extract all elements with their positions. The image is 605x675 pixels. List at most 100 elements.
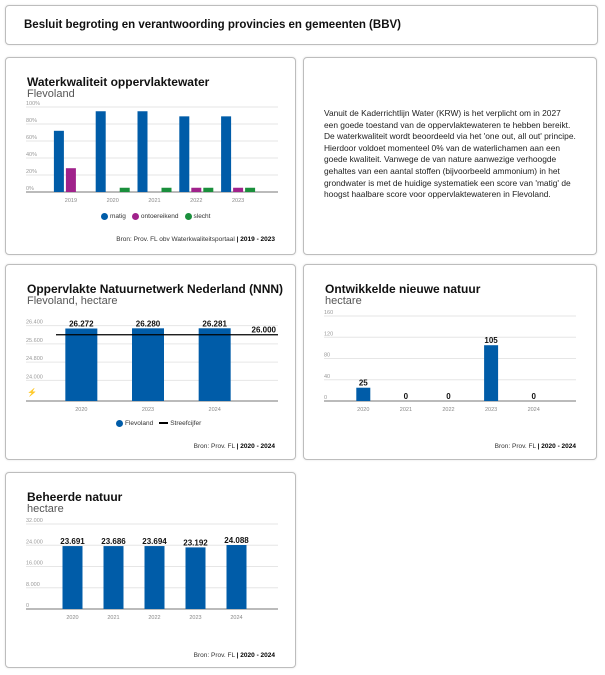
legend-dot-icon: [131, 213, 139, 220]
y-tick-label: 80%: [26, 118, 37, 124]
legend-item-matig[interactable]: matig: [101, 213, 126, 220]
legend: Flevoland Streefcijfer: [116, 420, 201, 427]
legend-label: matig: [110, 213, 126, 221]
x-tick-label: 2023: [189, 615, 201, 621]
chart-subtitle: Flevoland, hectare: [27, 295, 118, 307]
waterkwaliteit-card: Waterkwaliteit oppervlaktewater Flevolan…: [5, 57, 296, 255]
nnn-card: Oppervlakte Natuurnetwerk Nederland (NNN…: [5, 264, 296, 460]
legend-label: ontoereikend: [140, 213, 179, 221]
legend-item-slecht[interactable]: slecht: [184, 213, 210, 220]
chart-beheerde-natuur: 0 8.000 16.000 24.000 32.000 2020 23.691 2021 23…: [26, 518, 278, 621]
header-card: Besluit begroting en verantwoording prov…: [5, 5, 598, 45]
source-period: 2020 - 2024: [240, 652, 275, 659]
chart-subtitle: hectare: [27, 503, 64, 515]
page-title: Besluit begroting en verantwoording prov…: [24, 19, 401, 31]
chart-source: Bron: Prov. FL obv Waterkwaliteitsportaa…: [116, 236, 275, 243]
y-tick-label: 0%: [26, 186, 34, 192]
chart-nnn: 24.000 24.800 25.600 26.400 ⚡ 2020 26.272 2023 2…: [26, 319, 278, 413]
legend-item-streefcijfer[interactable]: Streefcijfer: [159, 420, 201, 427]
data-label: 25: [359, 379, 368, 388]
legend-item-ontoereikend[interactable]: ontoereikend: [131, 213, 179, 221]
y-tick-label: 20%: [26, 169, 37, 175]
bar-matig-2019: [53, 130, 64, 192]
bar-ontoereikend-2019: [65, 168, 76, 192]
beheerde-natuur-card: Beheerde natuur hectare 0 8.000 16.000 24.0…: [5, 472, 296, 668]
data-label: 0: [531, 392, 536, 401]
chart-title: Beheerde natuur: [27, 490, 123, 504]
data-label: 23.192: [183, 538, 208, 547]
x-tick-label: 2020: [66, 615, 78, 621]
info-card: Vanuit de Kaderrichtlijn Water (KRW) is …: [303, 57, 597, 255]
data-label: 26.281: [202, 319, 227, 328]
bar-matig-2020: [95, 111, 106, 192]
source-period: 2020 - 2024: [240, 443, 275, 450]
x-tick-label: 2021: [148, 198, 160, 204]
info-text: Vanuit de Kaderrichtlijn Water (KRW) is …: [324, 108, 576, 200]
y-tick-label: 40%: [26, 152, 37, 158]
source-text: Bron: Prov. FL obv Waterkwaliteitsportaa…: [116, 236, 235, 243]
y-tick-label: 25.600: [26, 338, 43, 344]
x-tick-label: 2024: [209, 407, 221, 413]
bar-Flevoland-2024: [198, 328, 231, 401]
chart-title: Oppervlakte Natuurnetwerk Nederland (NNN…: [27, 282, 284, 296]
bar-Flevoland-2020: [65, 328, 98, 401]
chart-subtitle: hectare: [325, 295, 362, 307]
y-tick-label: 60%: [26, 135, 37, 141]
y-tick-label: 0: [324, 395, 327, 401]
data-label: 0: [446, 392, 451, 401]
legend-dot-icon: [101, 213, 108, 220]
data-label: 23.691: [60, 537, 85, 546]
data-label: 26.272: [69, 319, 94, 328]
y-tick-label: 160: [324, 310, 333, 316]
bar-value-2020: [356, 387, 371, 401]
y-tick-label: 40: [324, 374, 330, 380]
source-text: Bron: Prov. FL: [193, 443, 235, 450]
y-tick-label: 24.800: [26, 356, 43, 362]
y-tick-label: 24.000: [26, 539, 43, 545]
bar-value-2023: [185, 547, 206, 609]
x-tick-label: 2024: [528, 407, 540, 413]
axis-break-icon: ⚡: [27, 387, 37, 397]
x-tick-label: 2021: [400, 407, 412, 413]
y-tick-label: 120: [324, 331, 333, 337]
legend-label: Streefcijfer: [170, 420, 202, 428]
x-tick-label: 2020: [357, 407, 369, 413]
data-label: 105: [484, 336, 498, 345]
bar-slecht-2020: [119, 187, 130, 192]
y-tick-label: 32.000: [26, 518, 43, 524]
bar-matig-2023: [221, 116, 232, 192]
y-tick-label: 24.000: [26, 374, 43, 380]
bar-value-2024: [226, 545, 247, 609]
x-tick-label: 2024: [230, 615, 242, 621]
bar-ontoereikend-2022: [191, 187, 202, 192]
data-label: 0: [404, 392, 409, 401]
x-tick-label: 2023: [232, 198, 244, 204]
legend-label: Flevoland: [125, 420, 154, 428]
x-tick-label: 2020: [75, 407, 87, 413]
bar-matig-2021: [137, 111, 148, 192]
chart-subtitle: Flevoland: [27, 88, 75, 100]
x-tick-label: 2022: [148, 615, 160, 621]
bar-value-2023: [484, 345, 499, 401]
chart-nieuwe-natuur: 0 40 80 120 160 2020 25 2021 0 2022 0 2023 105 2024 0: [324, 310, 576, 413]
legend-dot-icon: [184, 213, 192, 220]
bar-slecht-2022: [203, 187, 214, 192]
y-tick-label: 26.400: [26, 320, 43, 326]
y-tick-label: 0: [26, 603, 29, 609]
bar-value-2021: [103, 546, 124, 609]
legend-item-flevoland[interactable]: Flevoland: [116, 420, 153, 427]
y-tick-label: 80: [324, 353, 330, 359]
bar-value-2020: [62, 546, 83, 609]
x-tick-label: 2022: [190, 198, 202, 204]
bar-ontoereikend-2023: [233, 187, 244, 192]
x-tick-label: 2019: [65, 198, 77, 204]
data-label: 26.280: [136, 319, 161, 328]
x-tick-label: 2020: [107, 198, 119, 204]
chart-waterkwaliteit: 0% 20% 40% 60% 80% 100% 2019 2020 2021 2022 2023: [26, 101, 278, 204]
y-tick-label: 16.000: [26, 561, 43, 567]
bar-matig-2022: [179, 116, 190, 192]
legend: matig ontoereikend slecht: [101, 213, 210, 220]
x-tick-label: 2021: [107, 615, 119, 621]
target-label: 26.000: [252, 326, 277, 335]
data-label: 24.088: [224, 536, 249, 545]
